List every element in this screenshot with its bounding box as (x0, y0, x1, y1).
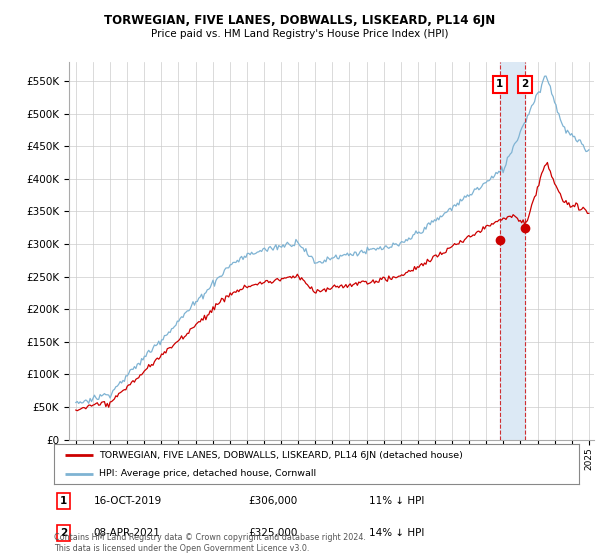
Text: TORWEGIAN, FIVE LANES, DOBWALLS, LISKEARD, PL14 6JN: TORWEGIAN, FIVE LANES, DOBWALLS, LISKEAR… (104, 14, 496, 27)
Text: 16-OCT-2019: 16-OCT-2019 (94, 496, 161, 506)
Text: HPI: Average price, detached house, Cornwall: HPI: Average price, detached house, Corn… (98, 469, 316, 478)
Text: 11% ↓ HPI: 11% ↓ HPI (369, 496, 424, 506)
Text: Price paid vs. HM Land Registry's House Price Index (HPI): Price paid vs. HM Land Registry's House … (151, 29, 449, 39)
Text: 2: 2 (60, 528, 68, 538)
Text: 08-APR-2021: 08-APR-2021 (94, 528, 160, 538)
Text: Contains HM Land Registry data © Crown copyright and database right 2024.
This d: Contains HM Land Registry data © Crown c… (54, 533, 366, 553)
Text: £306,000: £306,000 (248, 496, 298, 506)
Bar (500, 62, 525, 440)
Text: 1: 1 (60, 496, 68, 506)
Text: TORWEGIAN, FIVE LANES, DOBWALLS, LISKEARD, PL14 6JN (detached house): TORWEGIAN, FIVE LANES, DOBWALLS, LISKEAR… (98, 451, 463, 460)
Text: 14% ↓ HPI: 14% ↓ HPI (369, 528, 424, 538)
Text: £325,000: £325,000 (248, 528, 298, 538)
Text: 1: 1 (496, 80, 503, 90)
Text: 2: 2 (521, 80, 529, 90)
